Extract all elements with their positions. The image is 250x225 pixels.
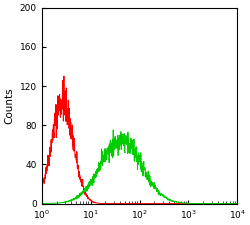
- Y-axis label: Counts: Counts: [4, 87, 14, 124]
